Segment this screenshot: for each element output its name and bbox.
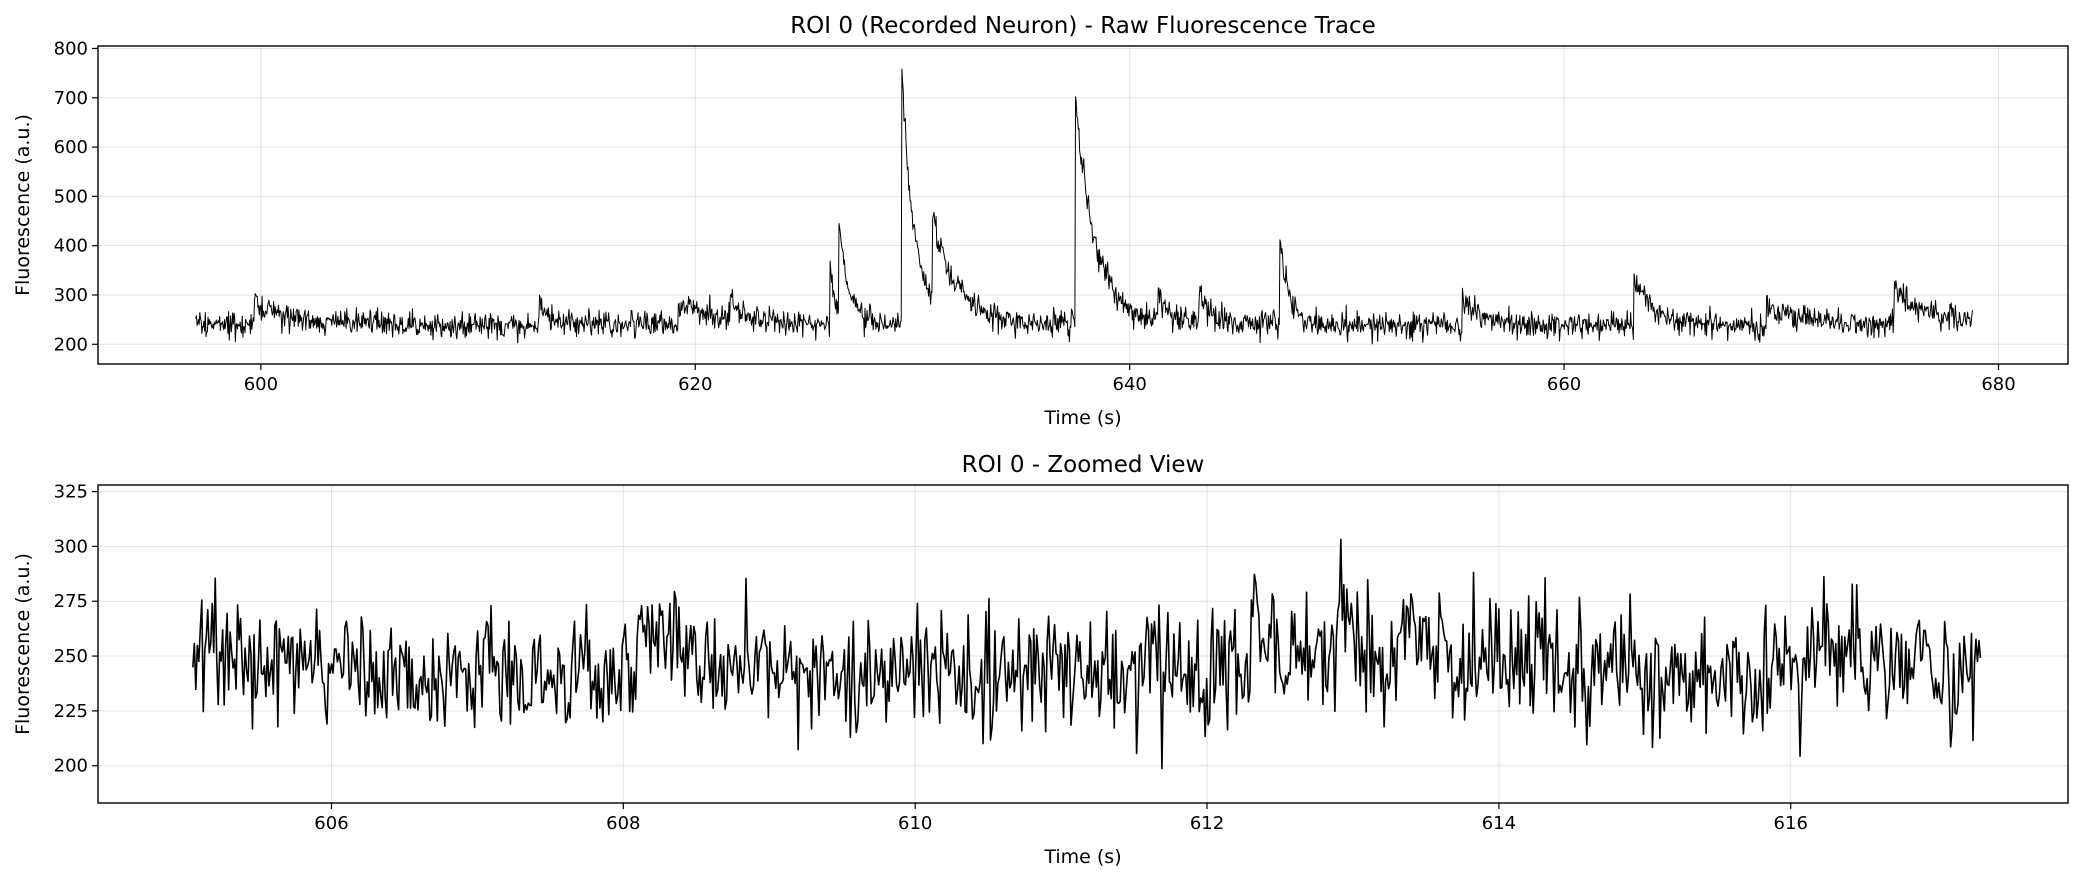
raw-trace-x-tick-label: 640 [1113, 374, 1147, 395]
zoomed-x-tick-label: 612 [1190, 813, 1224, 834]
zoomed-x-tick-label: 614 [1482, 813, 1516, 834]
raw-trace-y-tick-label: 400 [54, 236, 88, 257]
raw-trace-title: ROI 0 (Recorded Neuron) - Raw Fluorescen… [790, 13, 1376, 39]
zoomed-y-axis-label: Fluorescence (a.u.) [12, 553, 34, 735]
zoomed-x-tick-label: 610 [898, 813, 932, 834]
raw-trace-x-tick-label: 680 [1981, 374, 2015, 395]
zoomed-grid [98, 485, 2068, 803]
raw-trace-y-tick-label: 600 [54, 137, 88, 158]
zoomed-x-tick-label: 616 [1774, 813, 1808, 834]
zoomed-y-tick-label: 225 [54, 701, 88, 722]
raw-trace-x-tick-label: 660 [1547, 374, 1581, 395]
zoomed-title: ROI 0 - Zoomed View [962, 452, 1205, 478]
raw-trace-x-tick-label: 600 [244, 374, 278, 395]
raw-trace-y-tick-label: 700 [54, 88, 88, 109]
raw-trace-series-line [195, 68, 1973, 345]
raw-trace-ticks: 600 620 640 660 680 200 300 400 500 600 700 800 [54, 38, 2016, 395]
zoomed-panel: ROI 0 - Zoomed View 606 608 610 612 614 616 20… [12, 452, 2069, 868]
raw-trace-y-tick-label: 500 [54, 186, 88, 207]
zoomed-ticks: 606 608 610 612 614 616 200 225 250 275 300 325 [54, 482, 1808, 834]
zoomed-axes-frame [97, 484, 2069, 804]
raw-trace-y-axis-label: Fluorescence (a.u.) [12, 114, 34, 296]
raw-trace-axes-frame [97, 45, 2069, 365]
zoomed-y-tick-label: 275 [54, 591, 88, 612]
raw-trace-y-tick-label: 200 [54, 334, 88, 355]
raw-trace-x-tick-label: 620 [678, 374, 712, 395]
zoomed-y-tick-label: 250 [54, 646, 88, 667]
zoomed-x-tick-label: 608 [606, 813, 640, 834]
zoomed-x-axis-label: Time (s) [1043, 846, 1121, 868]
zoomed-y-tick-label: 200 [54, 756, 88, 777]
zoomed-series-line [192, 538, 1982, 770]
zoomed-x-tick-label: 606 [314, 813, 348, 834]
raw-trace-x-axis-label: Time (s) [1043, 407, 1121, 429]
raw-trace-panel: ROI 0 (Recorded Neuron) - Raw Fluorescen… [12, 13, 2069, 429]
zoomed-y-tick-label: 300 [54, 536, 88, 557]
raw-trace-y-tick-label: 800 [54, 38, 88, 59]
raw-trace-y-tick-label: 300 [54, 285, 88, 306]
zoomed-y-tick-label: 325 [54, 482, 88, 503]
raw-trace-grid [98, 46, 2068, 364]
